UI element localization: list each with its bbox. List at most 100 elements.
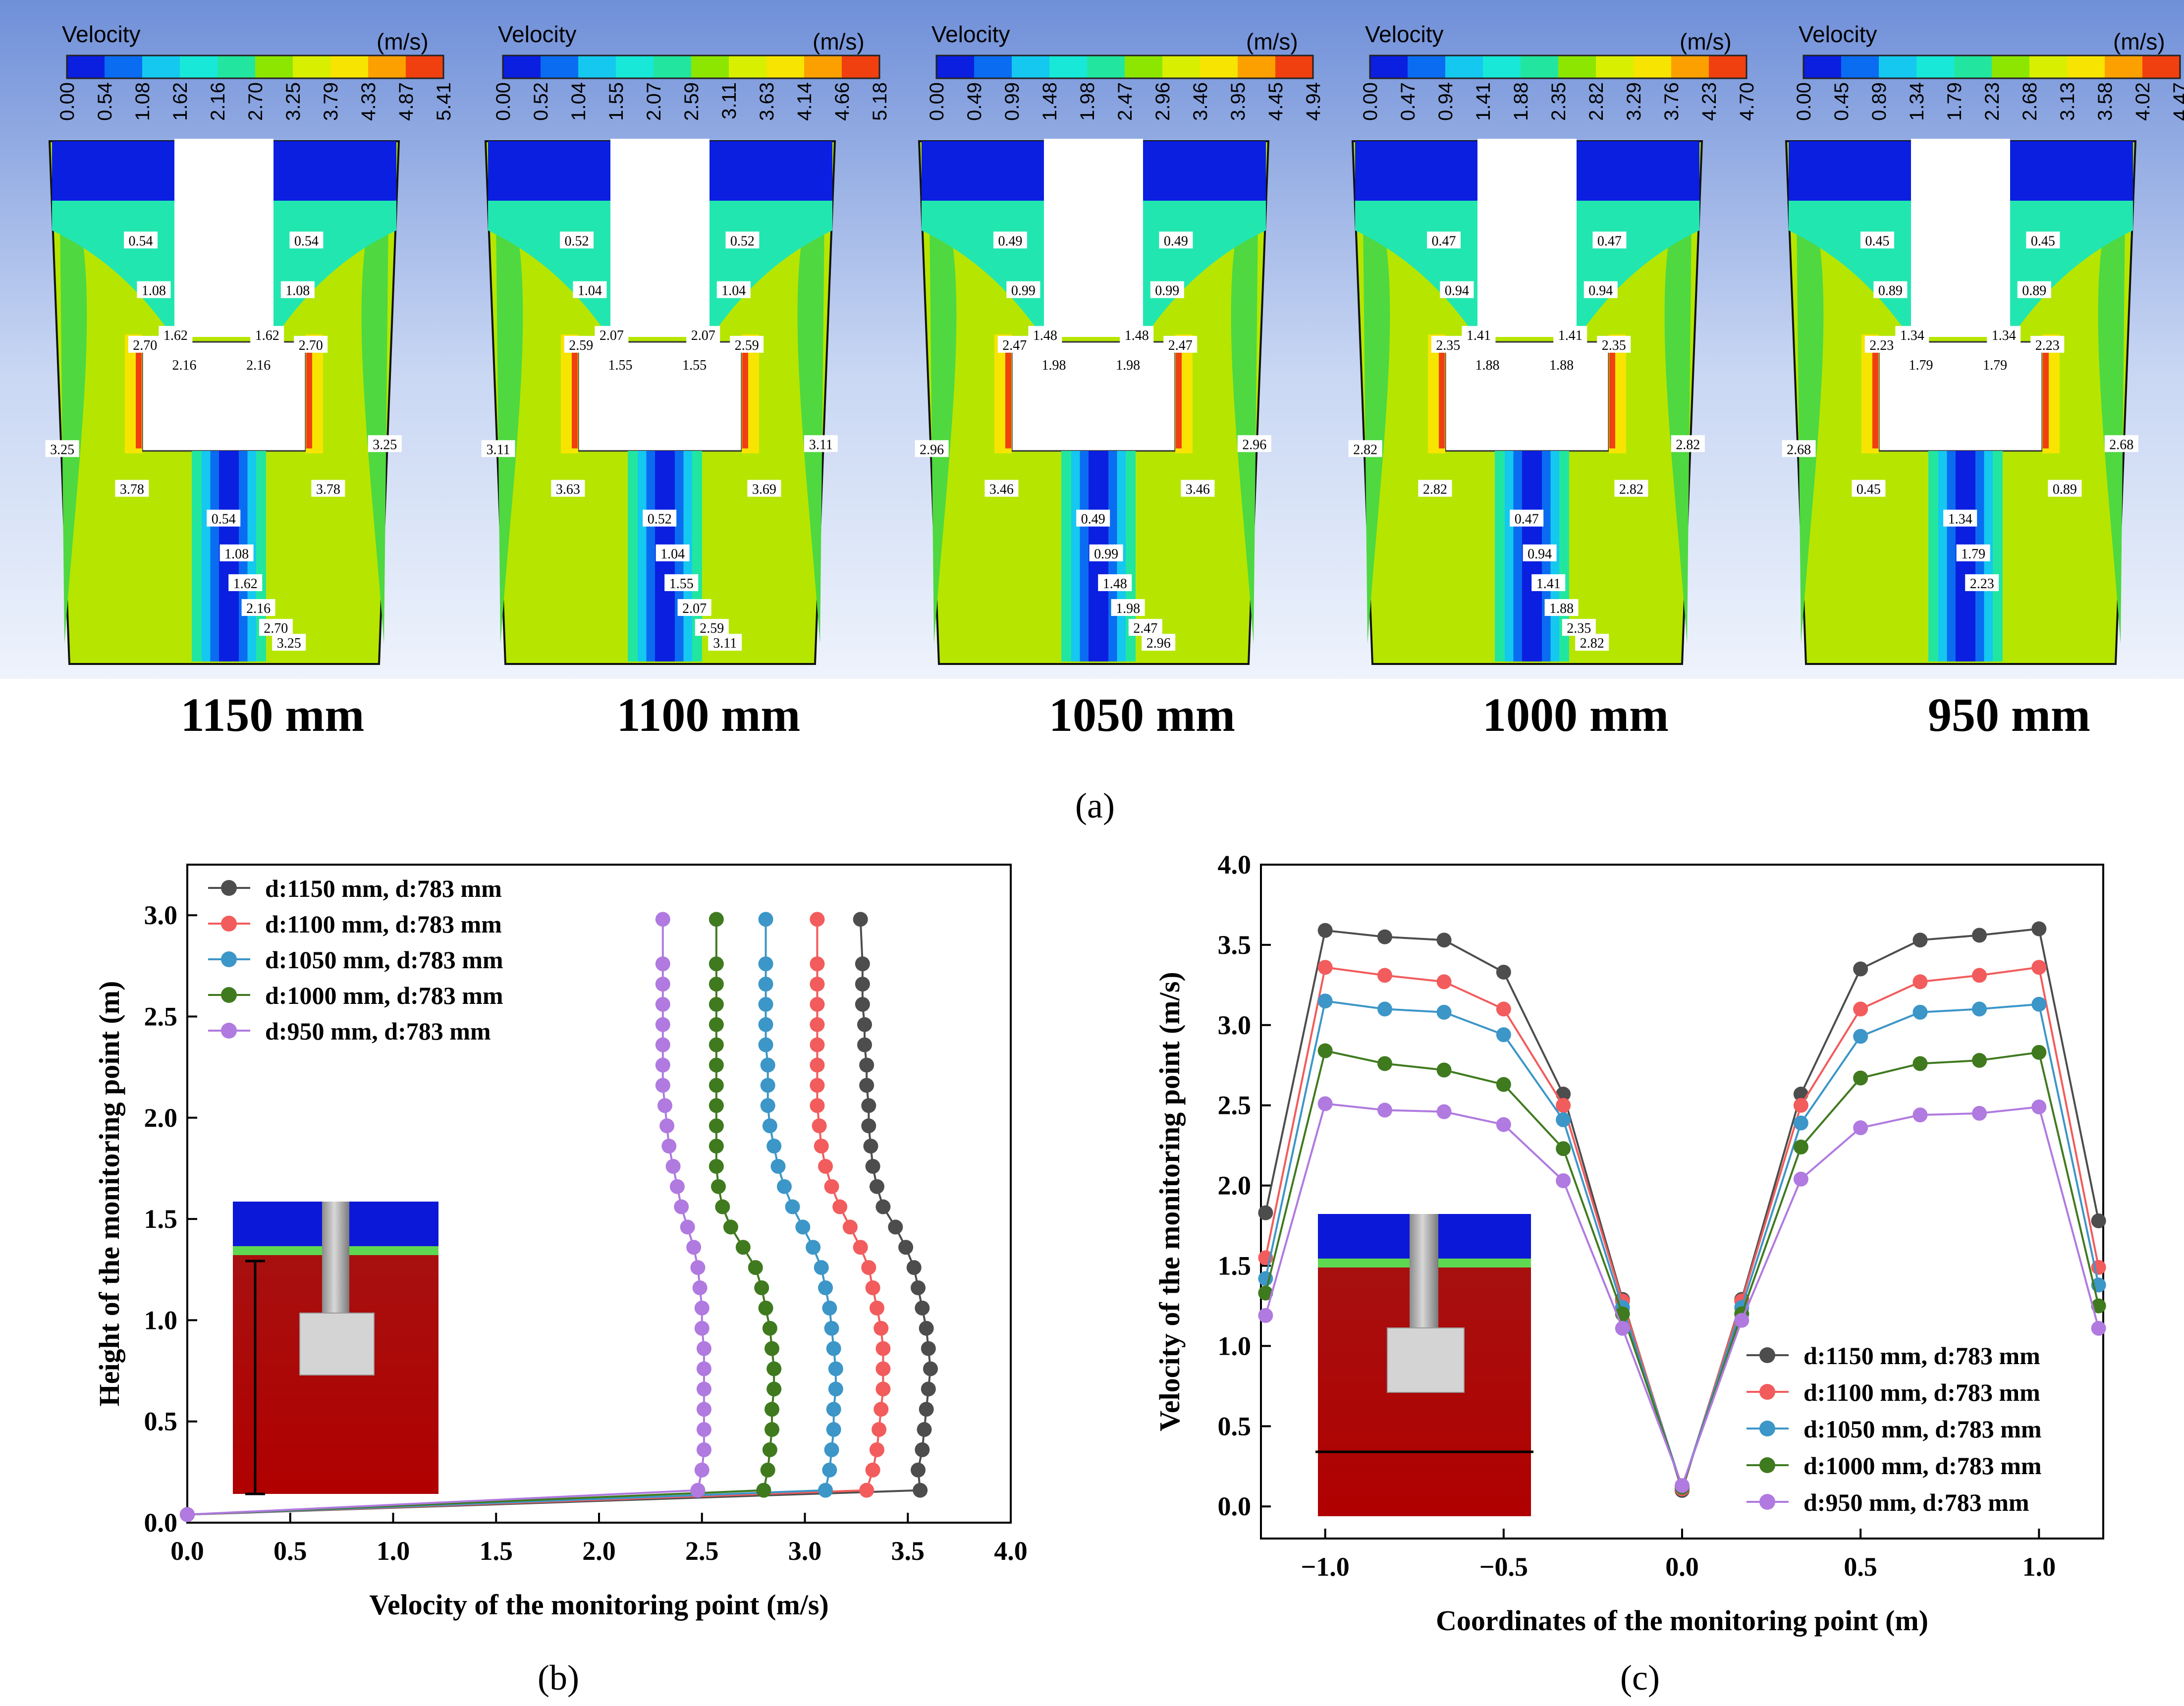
- data-point: [857, 1017, 872, 1032]
- contour-label: 2.68: [2109, 437, 2133, 452]
- contour-label: 1.98: [1116, 601, 1140, 616]
- legend-label: d:1000 mm, d:783 mm: [265, 982, 503, 1009]
- colorbar-tick-label: 2.23: [1981, 82, 2003, 121]
- data-point: [913, 1483, 928, 1498]
- contour-label-box: [725, 231, 760, 249]
- data-point: [875, 1199, 891, 1214]
- contour-region: [1664, 171, 1692, 644]
- contour-label: 2.82: [1580, 636, 1604, 651]
- data-point: [655, 977, 670, 992]
- colorbar-segment: [293, 55, 331, 78]
- contour-label: 1.55: [682, 358, 707, 373]
- data-point: [2091, 1298, 2106, 1314]
- colorbar-segment: [406, 55, 444, 78]
- contour-label-box: [716, 281, 751, 298]
- legend-unit: (m/s): [1680, 29, 1732, 55]
- contour-label: 2.82: [1423, 482, 1447, 497]
- colorbar-tick-label: 1.48: [1039, 82, 1061, 121]
- data-point: [921, 1381, 936, 1397]
- contour-label: 1.48: [1033, 328, 1057, 343]
- colorbar-segment: [1483, 55, 1521, 78]
- data-point: [694, 1321, 710, 1336]
- colorbar-segment: [218, 55, 256, 78]
- contour-label-box: [128, 335, 162, 353]
- contour-label: 1.08: [142, 283, 166, 299]
- contour-label: 3.63: [556, 482, 580, 497]
- contour-label-box: [159, 326, 193, 343]
- colorbar-tick-label: 3.58: [2094, 82, 2116, 121]
- legend-title: Velocity: [1365, 21, 1444, 47]
- contour-label: 3.11: [713, 636, 737, 651]
- data-point: [1912, 933, 1928, 948]
- data-point: [855, 956, 870, 972]
- contour-label-box: [643, 509, 677, 527]
- contour-label-box: [1181, 480, 1215, 497]
- data-point: [2031, 996, 2047, 1012]
- colorbar-tick-label: 0.00: [56, 82, 78, 121]
- contour-label-box: [804, 435, 838, 452]
- data-point: [875, 1341, 891, 1356]
- contour-label: 1.04: [660, 547, 685, 562]
- contour-label: 1.98: [1042, 358, 1066, 373]
- data-point: [762, 1321, 777, 1336]
- data-point: [674, 1199, 689, 1214]
- legend-label: d:1100 mm, d:783 mm: [1803, 1378, 2040, 1406]
- contour-label: 3.25: [50, 442, 74, 457]
- contour-label-box: [1159, 231, 1193, 249]
- data-point: [710, 1179, 726, 1194]
- contour-panels: Velocity (m/s)0.00 0.54 1.08 1.62 2.16 2.70 3.2…: [45, 21, 2184, 741]
- contour-panel-0: Velocity (m/s)0.00 0.54 1.08 1.62 2.16 2.70 3.2…: [45, 21, 455, 741]
- data-point: [874, 1321, 889, 1336]
- data-point: [1317, 923, 1333, 938]
- contour-label: 2.16: [172, 358, 197, 373]
- data-point: [826, 1402, 841, 1417]
- data-point: [855, 977, 870, 992]
- contour-label: 0.99: [1155, 283, 1179, 299]
- contour-label-box: [1237, 435, 1271, 452]
- contour-label-box: [993, 231, 1027, 249]
- contour-label: 2.35: [1567, 621, 1591, 636]
- contour-label-box: [677, 355, 711, 373]
- colorbar-tick-label: 4.70: [1736, 82, 1758, 121]
- contour-label: 0.45: [1865, 233, 1890, 249]
- data-point: [696, 1381, 711, 1397]
- data-point: [696, 1442, 711, 1457]
- contour-label: 0.49: [1164, 233, 1188, 249]
- data-point: [842, 1219, 858, 1235]
- contour-label-box: [1956, 544, 1990, 561]
- x-tick-label: 0.0: [170, 1536, 204, 1566]
- data-point: [766, 1381, 782, 1397]
- contour-region: [273, 141, 396, 201]
- colorbar-tick-label: 3.29: [1623, 82, 1645, 121]
- data-point: [762, 1442, 777, 1457]
- chart-c: −1.0 −0.5 0.0 0.5 1.0 0.0 0.5 1.0 1.5 2.0 2.5 3.0 3.…: [1153, 850, 2106, 1637]
- y-tick-label: 2.5: [1218, 1091, 1252, 1120]
- contour-label: 1.08: [285, 283, 310, 299]
- data-point: [735, 1240, 751, 1255]
- colorbar-segment: [766, 55, 805, 78]
- data-point: [1556, 1173, 1571, 1188]
- data-point: [826, 1341, 841, 1356]
- colorbar-tick-label: 4.47: [2170, 82, 2184, 121]
- colorbar-tick-label: 4.23: [1698, 82, 1720, 121]
- data-point: [1615, 1321, 1630, 1336]
- data-point: [655, 1078, 670, 1093]
- contour-label-box: [664, 574, 699, 591]
- colorbar-segment: [2029, 55, 2068, 78]
- colorbar-tick-label: 2.35: [1548, 82, 1570, 121]
- colorbar-tick-label: 1.34: [1906, 82, 1928, 121]
- colorbar-tick-label: 2.59: [681, 82, 703, 121]
- data-point: [776, 1179, 792, 1194]
- contour-label: 3.46: [989, 482, 1014, 497]
- data-point: [1258, 1308, 1273, 1323]
- colorbar-segment: [936, 55, 975, 78]
- colorbar-segment: [2105, 55, 2143, 78]
- x-tick-label: 2.5: [685, 1536, 719, 1566]
- contour-region: [1439, 344, 1445, 448]
- contour-label-box: [1523, 544, 1557, 561]
- contour-label-box: [228, 574, 263, 591]
- data-point: [696, 1402, 711, 1417]
- data-point: [709, 977, 724, 992]
- legend-marker: [221, 1023, 237, 1039]
